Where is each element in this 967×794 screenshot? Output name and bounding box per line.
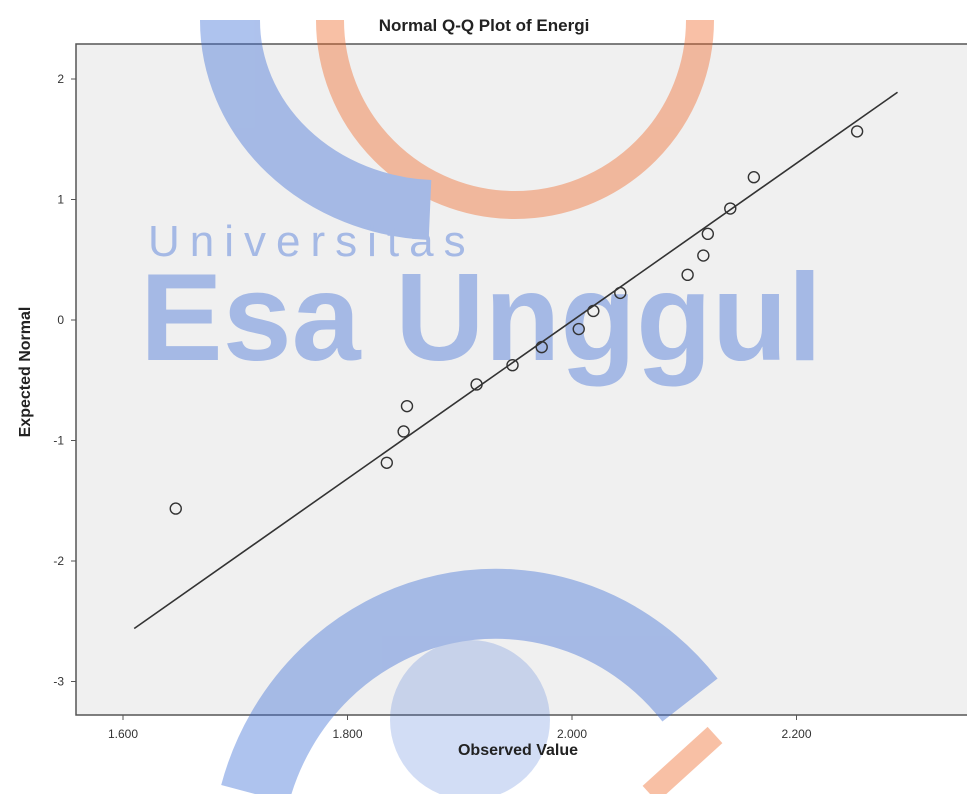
x-axis-ticks: 1.600 1.800 2.000 2.200 [108,715,812,741]
data-point [535,340,548,354]
data-point [614,286,627,300]
y-tick-label: 2 [57,72,64,86]
data-point [697,249,710,262]
x-tick-label: 1.600 [108,727,138,741]
y-tick-label: -2 [53,554,64,568]
data-point [850,125,864,138]
watermark-line2: Esa Unggul [140,249,822,387]
y-tick-label: 0 [57,313,64,327]
data-point [587,304,600,318]
data-point [681,268,694,282]
y-tick-label: -1 [53,434,64,448]
plot-area [75,43,967,716]
data-point [400,399,414,413]
watermark-orange-arc-top [316,19,714,219]
data-point [724,202,737,215]
watermark-blue-arc-top [199,19,432,240]
chart-title: Normal Q-Q Plot of Energi [379,16,590,35]
data-point [397,425,410,438]
data-point [701,227,715,241]
watermark-line1: Universitas [148,217,476,266]
data-point [506,358,519,372]
data-point [470,378,483,391]
data-point [747,171,761,184]
watermark-blue-arc-bottom [221,568,718,794]
watermark-circle [390,640,550,794]
y-tick-label: 1 [57,193,64,207]
data-point [572,322,585,336]
x-tick-label: 2.200 [781,727,811,741]
y-axis-label: Expected Normal [17,307,34,438]
data-points [169,125,864,515]
data-point [169,502,182,515]
watermark-orange-arc-bottom [642,726,723,794]
university-watermark: Universitas Esa Unggul [140,19,822,794]
y-axis-ticks: 2 1 0 -1 -2 -3 [53,72,76,689]
x-axis-label: Observed Value [458,742,578,759]
data-point [380,456,393,469]
x-tick-label: 1.800 [332,727,362,741]
y-tick-label: -3 [53,675,64,689]
x-tick-label: 2.000 [557,727,587,741]
